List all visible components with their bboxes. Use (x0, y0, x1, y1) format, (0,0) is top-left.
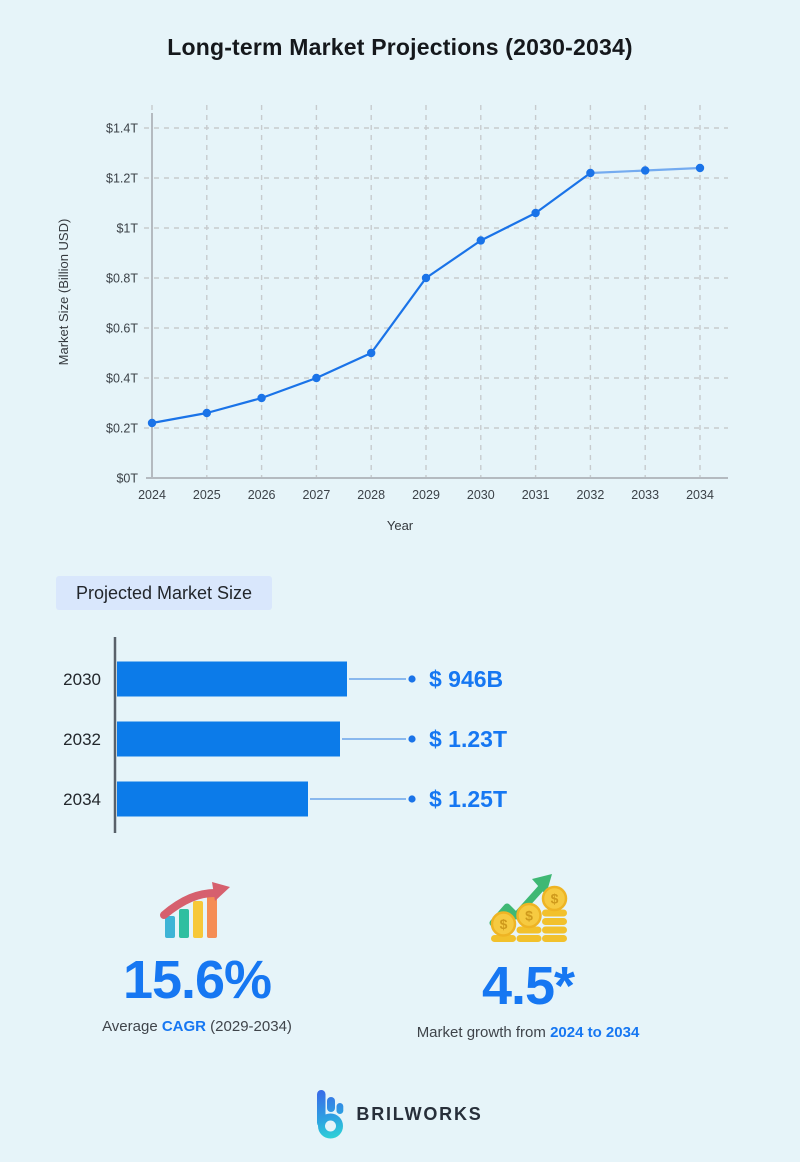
brand-footer: BRILWORKS (0, 1086, 800, 1142)
bar (117, 781, 308, 817)
line-segment (315, 351, 372, 380)
y-axis-tick-label: $0.2T (106, 422, 138, 436)
x-axis-tick-label: 2026 (248, 488, 276, 502)
projected-market-size-bar-chart: 2030 $ 946B 2032 $ 1.23T 2034 $ 1.25T (0, 630, 800, 845)
data-point-marker (586, 168, 595, 178)
data-point-marker (531, 208, 540, 218)
x-axis-tick-label: 2030 (467, 488, 495, 502)
bar-connector-dot (408, 735, 416, 743)
x-axis-tick-label: 2025 (193, 488, 221, 502)
x-axis-tick-label: 2031 (522, 488, 550, 502)
coins-growth-arrow-icon: $ $ $ (489, 874, 568, 942)
bar-value-label: $ 946B (429, 666, 503, 692)
bar-connector-dot (408, 795, 416, 803)
svg-text:$: $ (525, 908, 533, 924)
svg-text:$: $ (500, 916, 508, 932)
y-axis-tick-label: $1T (116, 222, 138, 236)
x-axis-tick-label: 2032 (576, 488, 604, 502)
bar (117, 661, 347, 697)
bar-chart-svg: 2030 $ 946B 2032 $ 1.23T 2034 $ 1.25T (63, 637, 507, 833)
line-chart-svg: 2024 2025 2026 2027 2028 2029 2030 2031 2032 2033… (56, 105, 728, 533)
line-segment (425, 239, 482, 279)
svg-text:$: $ (551, 891, 559, 907)
x-axis-tick-label: 2027 (302, 488, 330, 502)
data-point-marker (312, 373, 321, 383)
cagr-stat-block: 15.6% Average CAGR (2029-2034) (47, 870, 347, 1035)
y-axis-tick-label: $1.4T (106, 122, 138, 136)
data-point-marker (695, 163, 705, 173)
x-axis-tick-label: 2028 (357, 488, 385, 502)
y-axis-tick-label: $0T (116, 472, 138, 486)
bar-chart-growth-icon (160, 882, 230, 938)
market-growth-caption: Market growth from 2024 to 2034 (416, 1023, 640, 1041)
x-axis-tick-label: 2024 (138, 488, 166, 502)
bar-connector-dot (408, 675, 416, 683)
data-point-marker (641, 166, 650, 175)
y-axis-tick-label: $1.2T (106, 172, 138, 186)
cagr-caption: Average CAGR (2029-2034) (102, 1017, 292, 1035)
line-segment (590, 169, 646, 175)
data-point-marker (421, 273, 431, 283)
line-segment (370, 277, 427, 354)
data-point-marker (147, 418, 157, 428)
y-axis-title: Market Size (Billion USD) (56, 219, 71, 366)
y-axis-tick-label: $0.8T (106, 272, 138, 286)
bar (117, 721, 340, 757)
x-axis-tick-label: 2029 (412, 488, 440, 502)
data-point-marker (476, 236, 485, 245)
x-axis-tick-label: 2034 (686, 488, 714, 502)
bar-year-label: 2032 (63, 730, 101, 749)
market-growth-value: 4.5* (481, 956, 575, 1016)
bar-chart-heading-label: Projected Market Size (75, 582, 253, 603)
market-projections-line-chart: 2024 2025 2026 2027 2028 2029 2030 2031 2032 2033… (0, 95, 800, 555)
bar-value-label: $ 1.25T (429, 786, 507, 812)
y-axis-tick-label: $0.6T (106, 322, 138, 336)
data-point-marker (202, 408, 211, 418)
bar-year-label: 2030 (63, 670, 101, 689)
line-segment (151, 411, 207, 425)
x-axis-title: Year (387, 518, 414, 533)
market-growth-stat-block: $ $ $ 4.5* Market growth from 2024 to 20… (368, 870, 688, 1041)
line-segment (261, 376, 317, 400)
bar-value-label: $ 1.23T (429, 726, 507, 752)
brilworks-logo-icon (317, 1089, 344, 1138)
data-point-marker (367, 348, 376, 358)
x-axis-tick-label: 2033 (631, 488, 659, 502)
bar-chart-heading-chip: Projected Market Size (56, 576, 272, 610)
y-axis-tick-label: $0.4T (106, 372, 138, 386)
bar-year-label: 2034 (63, 790, 101, 809)
page-title: Long-term Market Projections (2030-2034) (167, 34, 633, 60)
data-point-marker (257, 393, 266, 403)
cagr-value: 15.6% (122, 950, 272, 1010)
line-segment (534, 172, 592, 214)
line-segment (480, 212, 537, 242)
line-segment (645, 166, 701, 172)
brand-name: BRILWORKS (356, 1103, 483, 1124)
line-segment (206, 396, 262, 415)
